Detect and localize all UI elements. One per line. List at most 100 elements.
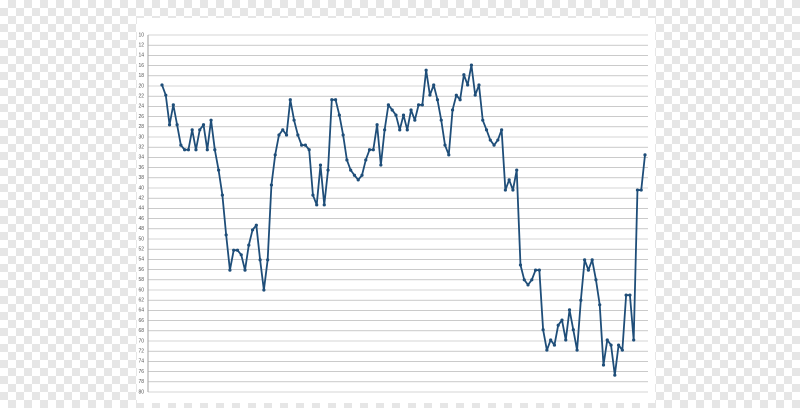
y-tick-label: 36 bbox=[138, 165, 144, 171]
data-point bbox=[428, 93, 432, 97]
data-point bbox=[198, 128, 202, 132]
data-point bbox=[624, 293, 628, 297]
data-point bbox=[515, 168, 519, 172]
data-point bbox=[450, 108, 455, 112]
data-point bbox=[315, 203, 319, 207]
data-point bbox=[556, 323, 560, 327]
data-point bbox=[375, 123, 379, 127]
y-tick-label: 42 bbox=[138, 196, 144, 202]
data-point bbox=[386, 103, 391, 107]
data-point bbox=[541, 328, 545, 332]
data-point bbox=[171, 103, 175, 107]
data-point bbox=[620, 348, 624, 352]
data-point bbox=[326, 168, 330, 172]
data-point bbox=[311, 193, 315, 197]
data-point bbox=[416, 103, 421, 107]
data-point bbox=[466, 83, 470, 87]
data-point bbox=[605, 338, 609, 342]
y-tick-label: 22 bbox=[138, 94, 144, 100]
data-point bbox=[639, 188, 643, 192]
y-tick-label: 78 bbox=[138, 379, 144, 385]
y-tick-label: 70 bbox=[138, 338, 144, 344]
y-tick-label: 74 bbox=[138, 359, 144, 365]
data-point bbox=[564, 338, 568, 342]
data-point bbox=[635, 188, 640, 192]
data-point bbox=[164, 93, 168, 97]
data-point bbox=[443, 143, 447, 147]
data-point bbox=[537, 268, 541, 272]
y-tick-label: 16 bbox=[138, 63, 144, 69]
data-point bbox=[220, 193, 224, 197]
y-tick-label: 14 bbox=[138, 53, 144, 59]
data-point bbox=[552, 343, 557, 347]
data-point bbox=[273, 153, 277, 157]
data-point bbox=[518, 263, 523, 267]
y-tick-label: 30 bbox=[138, 134, 144, 140]
data-point bbox=[364, 158, 368, 162]
y-tick-label: 80 bbox=[138, 389, 144, 395]
y-tick-label: 40 bbox=[138, 185, 144, 191]
y-tick-label: 24 bbox=[138, 104, 144, 110]
data-point bbox=[405, 128, 409, 132]
y-tick-label: 38 bbox=[138, 175, 144, 181]
data-point bbox=[239, 253, 243, 257]
data-point bbox=[160, 83, 164, 87]
data-point bbox=[228, 268, 232, 272]
y-tick-label: 64 bbox=[138, 308, 144, 314]
data-point bbox=[401, 113, 406, 117]
y-tick-label: 56 bbox=[138, 267, 144, 273]
data-point bbox=[522, 278, 526, 282]
data-point bbox=[167, 123, 172, 127]
data-point bbox=[292, 118, 296, 122]
y-tick-label: 44 bbox=[138, 206, 144, 212]
data-point bbox=[616, 343, 621, 347]
data-point bbox=[447, 153, 451, 157]
y-tick-label: 68 bbox=[138, 328, 144, 334]
data-point bbox=[303, 143, 307, 147]
y-tick-label: 66 bbox=[138, 318, 144, 324]
data-point bbox=[300, 143, 304, 147]
data-point bbox=[217, 168, 221, 172]
data-point bbox=[281, 128, 285, 132]
data-point bbox=[194, 148, 198, 152]
data-point bbox=[330, 98, 334, 102]
data-point bbox=[254, 223, 258, 227]
data-point bbox=[598, 303, 602, 307]
data-point bbox=[398, 128, 402, 132]
data-point bbox=[439, 118, 443, 122]
data-point bbox=[609, 343, 613, 347]
data-point bbox=[250, 228, 255, 232]
data-point bbox=[333, 98, 338, 102]
data-point bbox=[186, 148, 191, 152]
data-point bbox=[526, 283, 530, 287]
data-point bbox=[247, 243, 251, 247]
data-point bbox=[507, 178, 511, 182]
y-tick-label: 60 bbox=[138, 287, 144, 293]
data-point bbox=[288, 98, 292, 102]
data-point bbox=[477, 83, 481, 87]
data-point bbox=[579, 298, 583, 302]
data-point bbox=[435, 98, 440, 102]
y-tick-label: 26 bbox=[138, 114, 144, 120]
data-point bbox=[500, 128, 504, 132]
data-point bbox=[190, 128, 194, 132]
data-point bbox=[567, 308, 572, 312]
data-point bbox=[277, 133, 281, 137]
data-point bbox=[205, 148, 209, 152]
data-point bbox=[424, 68, 428, 72]
data-point bbox=[549, 338, 553, 342]
data-point bbox=[394, 113, 398, 117]
y-tick-label: 76 bbox=[138, 369, 144, 375]
y-tick-label: 10 bbox=[138, 32, 144, 38]
data-point bbox=[583, 258, 587, 262]
data-point bbox=[492, 143, 496, 147]
data-point bbox=[496, 138, 500, 142]
data-point bbox=[613, 373, 617, 377]
data-point bbox=[262, 288, 266, 292]
data-point bbox=[511, 188, 515, 192]
data-point bbox=[371, 148, 375, 152]
data-point bbox=[360, 173, 364, 177]
data-point bbox=[201, 123, 206, 127]
y-tick-label: 46 bbox=[138, 216, 144, 222]
